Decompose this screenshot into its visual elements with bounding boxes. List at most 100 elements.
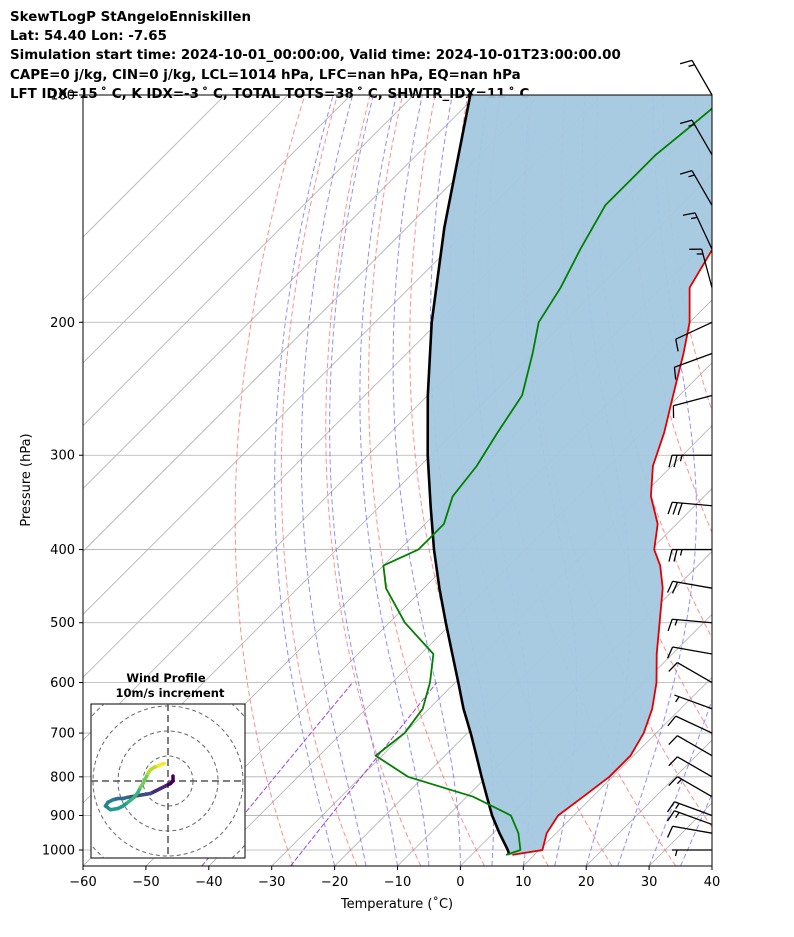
location-line: Lat: 54.40 Lon: -7.65: [10, 29, 167, 45]
hodograph-trace-segment: [158, 761, 166, 767]
hodograph-subtitle: 10m/s increment: [116, 686, 225, 700]
dewpoint-line: [374, 107, 712, 856]
cape-cin-shading: [427, 95, 712, 855]
x-tick-label: −60: [69, 875, 96, 890]
moist-adiabat-line: [300, 95, 367, 866]
wind-barb: [675, 321, 713, 352]
isotherm-line: [523, 676, 712, 866]
wind-barb: [689, 248, 713, 288]
barb-half-flag: [691, 216, 698, 220]
time-line: Simulation start time: 2024-10-01_00:00:…: [10, 48, 621, 64]
y-tick-label: 900: [50, 809, 75, 824]
y-tick-label: 300: [50, 449, 75, 464]
dry-adiabat-line: [280, 95, 358, 866]
y-tick-label: 500: [50, 616, 75, 631]
barb-shaft: [674, 801, 713, 817]
wind-barb: [666, 580, 713, 594]
barb-shaft: [694, 212, 713, 250]
barb-shaft: [672, 825, 713, 834]
barb-flag: [668, 662, 678, 672]
barb-shaft: [691, 119, 713, 156]
dry-adiabat-line: [234, 95, 306, 866]
y-tick-label: 400: [50, 543, 75, 558]
barb-shaft: [677, 756, 713, 778]
wind-barb: [666, 646, 713, 659]
barb-flag: [672, 502, 678, 515]
dry-adiabat-line: [728, 95, 794, 866]
wind-barb: [679, 59, 713, 96]
barb-shaft: [677, 735, 713, 757]
y-tick-label: 800: [50, 770, 75, 785]
wind-barb: [668, 776, 713, 798]
barb-flag: [668, 776, 678, 787]
barb-shaft: [672, 580, 713, 589]
barb-flag: [679, 59, 693, 65]
moist-adiabat-line: [648, 698, 712, 866]
wind-barb: [668, 548, 712, 562]
x-axis-label: Temperature (˚C): [340, 896, 453, 912]
parcel-profile-line: [426, 95, 511, 856]
barb-flag: [666, 646, 674, 659]
barb-shaft: [677, 776, 713, 798]
x-tick-label: −20: [321, 875, 348, 890]
barb-half-flag: [688, 64, 695, 68]
barb-shaft: [691, 60, 713, 96]
wind-barb: [682, 212, 713, 250]
wind-barb: [666, 825, 713, 838]
chart-title: SkewTLogP StAngeloEnniskillen: [10, 10, 252, 25]
dry-adiabat-line: [325, 95, 422, 866]
barb-shaft: [677, 661, 713, 684]
chart-header: SkewTLogP StAngeloEnniskillen Lat: 54.40…: [10, 8, 621, 104]
barb-flag: [666, 801, 675, 813]
x-tick-label: 30: [641, 875, 658, 890]
wind-barb: [668, 661, 713, 684]
wind-barb: [668, 756, 713, 778]
y-tick-label: 1000: [42, 844, 75, 859]
y-tick-label: 200: [50, 316, 75, 331]
x-tick-label: 0: [456, 875, 464, 890]
barb-half-flag: [676, 778, 683, 785]
moist-adiabat-line: [274, 95, 336, 866]
y-tick-label: 700: [50, 727, 75, 742]
x-tick-label: 10: [515, 875, 532, 890]
wind-barb: [668, 735, 713, 757]
barb-shaft: [673, 394, 713, 407]
temperature-line: [512, 247, 712, 856]
barb-half-flag: [675, 812, 680, 818]
barb-half-flag: [679, 455, 683, 462]
barb-flag: [679, 170, 693, 175]
barb-half-flag: [674, 619, 678, 626]
barb-flag: [667, 619, 673, 632]
barb-flag: [668, 549, 673, 562]
dry-adiabat-line: [368, 95, 485, 866]
barb-shaft: [672, 501, 713, 507]
barb-flag: [675, 339, 679, 352]
barb-flag: [668, 455, 673, 468]
hodograph-title: Wind Profile: [126, 671, 206, 685]
wind-barb: [672, 394, 713, 419]
dry-adiabat-line: [761, 95, 794, 866]
barb-shaft: [672, 646, 713, 655]
wind-barb: [667, 715, 713, 734]
hodograph-area: [91, 704, 245, 858]
isotherm-line: [711, 865, 712, 866]
barb-half-flag: [688, 123, 695, 127]
x-tick-label: 40: [704, 875, 721, 890]
x-tick-label: −40: [195, 875, 222, 890]
wind-barb: [673, 352, 713, 380]
barb-shaft: [691, 170, 713, 206]
indices-line-1: CAPE=0 j/kg, CIN=0 j/kg, LCL=1014 hPa, L…: [10, 67, 521, 83]
isotherm-line: [83, 95, 414, 427]
wind-barb: [679, 170, 713, 206]
barb-flag: [673, 455, 678, 468]
x-tick-label: −50: [132, 875, 159, 890]
y-tick-label: 600: [50, 676, 75, 691]
barb-flag: [679, 119, 693, 125]
barb-shaft: [675, 321, 713, 340]
barb-flag: [677, 502, 683, 516]
dry-adiabat-line: [662, 95, 712, 413]
wind-barb: [667, 501, 713, 516]
barb-half-flag: [675, 696, 680, 703]
barb-half-flag: [688, 174, 695, 178]
